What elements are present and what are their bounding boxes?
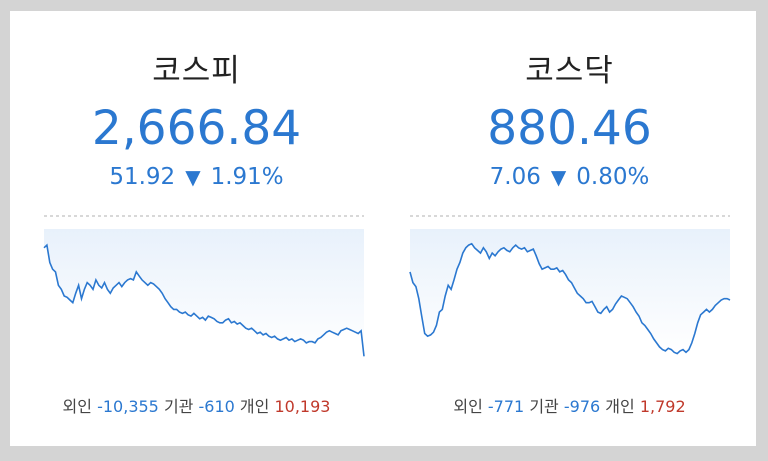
foreign-value: -10,355	[97, 397, 159, 416]
individual-value: 1,792	[639, 397, 686, 416]
index-change: 7.06 ▼ 0.80%	[383, 164, 756, 190]
change-amount: 51.92	[109, 164, 176, 190]
down-arrow-icon: ▼	[550, 165, 567, 189]
index-value: 880.46	[487, 101, 652, 156]
institution-label: 기관	[163, 397, 194, 416]
down-arrow-icon: ▼	[185, 165, 201, 189]
change-amount: 7.06	[489, 164, 541, 190]
individual-label: 개인	[605, 397, 635, 416]
chart-area	[44, 229, 364, 357]
individual-value: 10,193	[274, 397, 331, 416]
investor-flows: 외인 -10,355 기관 -610 개인 10,193	[10, 393, 383, 417]
kospi-intraday-chart	[43, 215, 365, 357]
chart-line	[43, 243, 365, 357]
index-value: 2,666.84	[91, 101, 302, 156]
chart-area	[410, 229, 730, 354]
kospi-panel[interactable]: 코스피 2,666.84 51.92 ▼ 1.91% 외인 -10,355 기관 -…	[10, 11, 383, 446]
index-title: 코스닥	[525, 53, 614, 89]
foreign-label: 외인	[453, 397, 483, 416]
foreign-label: 외인	[62, 397, 92, 416]
investor-flows: 외인 -771 기관 -976 개인 1,792	[383, 393, 756, 417]
change-percent: 1.91%	[210, 164, 284, 190]
change-percent: 0.80%	[576, 164, 650, 190]
institution-value: -610	[198, 397, 235, 416]
individual-label: 개인	[239, 397, 270, 416]
institution-label: 기관	[529, 397, 559, 416]
kosdaq-intraday-chart	[409, 215, 731, 355]
index-title: 코스피	[152, 53, 241, 89]
index-change: 51.92 ▼ 1.91%	[10, 164, 383, 190]
institution-value: -976	[563, 397, 601, 416]
market-index-card: 코스피 2,666.84 51.92 ▼ 1.91% 외인 -10,355 기관 -…	[10, 11, 756, 446]
chart-line	[409, 242, 731, 355]
foreign-value: -771	[487, 397, 525, 416]
kosdaq-panel[interactable]: 코스닥 880.46 7.06 ▼ 0.80% 외인 -771 기관 -976 개인…	[383, 11, 756, 446]
